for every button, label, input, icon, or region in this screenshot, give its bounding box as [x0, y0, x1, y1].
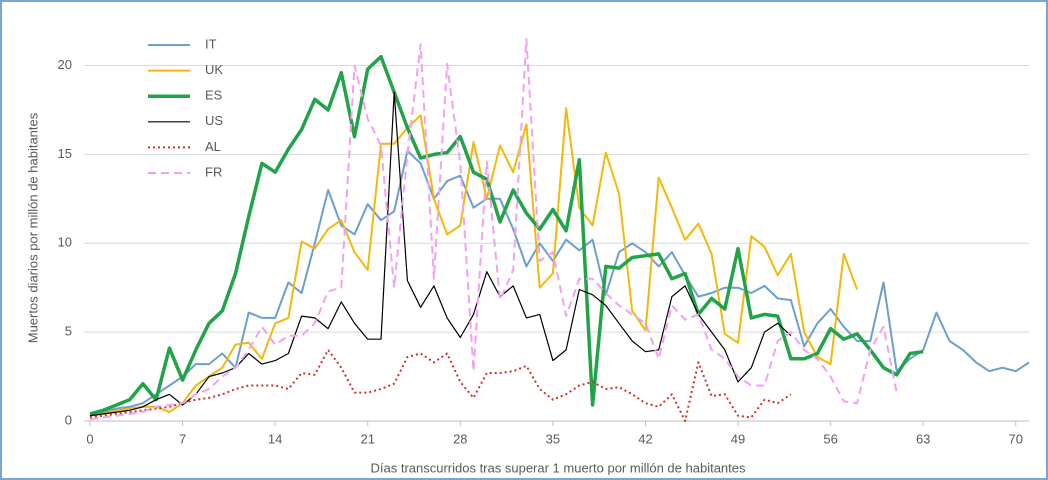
- y-tick-label: 15: [58, 146, 72, 161]
- legend-label: FR: [205, 164, 222, 179]
- x-tick-label: 28: [453, 431, 467, 446]
- y-axis-title: Muertos diarios por millón de habitantes: [25, 112, 40, 343]
- x-tick-label: 63: [916, 431, 930, 446]
- y-tick-label: 5: [65, 324, 72, 339]
- series-line: [89, 149, 1030, 415]
- legend-label: UK: [205, 62, 223, 77]
- legend-label: US: [205, 113, 223, 128]
- series-line: [89, 37, 898, 421]
- x-tick-label: 70: [1009, 431, 1023, 446]
- y-tick-label: 10: [58, 235, 72, 250]
- series-line: [89, 54, 924, 416]
- x-tick-label: 14: [268, 431, 282, 446]
- x-tick-label: 49: [731, 431, 745, 446]
- y-tick-label: 20: [58, 57, 72, 72]
- x-tick-label: 7: [179, 431, 186, 446]
- legend-label: ES: [205, 88, 223, 103]
- x-tick-label: 56: [823, 431, 837, 446]
- x-tick-label: 35: [546, 431, 560, 446]
- x-tick-label: 42: [638, 431, 652, 446]
- x-axis-title: Días transcurridos tras superar 1 muerto…: [370, 460, 746, 475]
- legend-label: IT: [205, 36, 217, 51]
- x-tick-label: 21: [360, 431, 374, 446]
- series-line: [89, 91, 792, 417]
- x-tick-label: 0: [86, 431, 93, 446]
- series-line: [89, 348, 792, 422]
- series-line: [89, 107, 859, 417]
- y-tick-label: 0: [65, 412, 72, 427]
- legend-label: AL: [205, 139, 221, 154]
